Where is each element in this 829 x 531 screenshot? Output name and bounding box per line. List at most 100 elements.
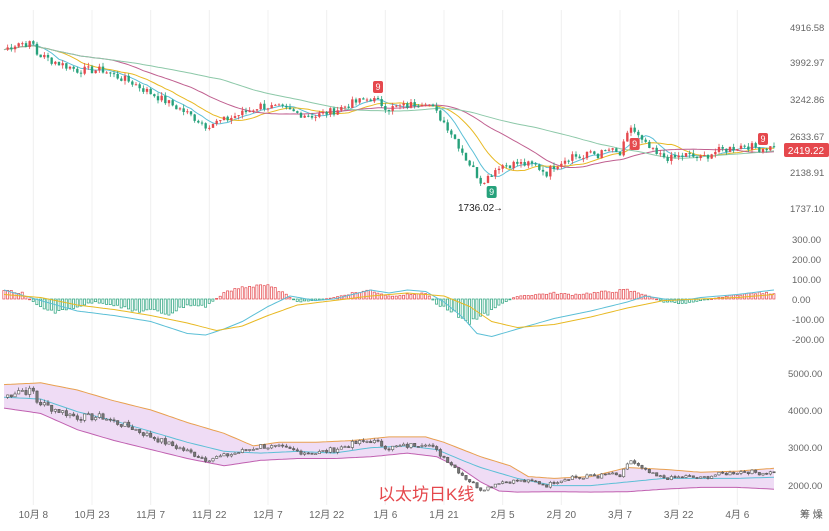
candle-body [519,162,523,164]
boll-candle-body [501,481,505,484]
bollinger-panel: 5000.00 4000.00 3000.00 2000.00 以太坊日K线 [3,369,822,504]
macd-bar [134,298,138,311]
candle-body [666,157,669,161]
boll-candle-body [336,448,340,453]
macd-bar [728,294,732,300]
macd-bar [424,293,427,300]
candle-body [376,97,380,100]
macd-bar [636,292,640,300]
boll-candle-body [391,445,395,450]
macd-bar [350,292,354,300]
boll-candle-body [684,475,688,478]
macd-bar [486,298,490,316]
macd-bar [361,290,365,300]
x-tick-label: 1月 6 [373,509,397,521]
macd-bar [581,293,585,300]
boll-candle-body [240,449,244,453]
candle-body [347,106,350,108]
macd-bar [567,293,570,300]
macd-bar [281,291,284,300]
low-annotation: 1736.02 → [458,203,503,214]
candle-body [721,147,724,149]
macd-bar [574,293,578,300]
macd-bar [211,298,215,302]
candle-body [318,113,321,117]
boll-candle-body [138,429,142,433]
macd-bar [39,298,42,307]
candle-body [325,111,328,115]
macd-bar [138,298,141,313]
boll-candle-body [119,424,123,427]
candle-body [600,150,603,159]
boll-candle-body [431,444,435,447]
candle-body [362,98,365,100]
price-tick-label: 3242.86 [790,95,824,106]
macd-bar [618,289,622,300]
macd-y-axis: 300.00 200.00 100.00 0.00 -100.00 -200.00 [792,235,824,346]
boll-candle-body [233,452,237,455]
boll-candle-body [6,394,10,398]
boll-candle-body [471,481,475,484]
candle-body [164,95,167,104]
candle-body [420,105,424,107]
macd-bar [277,291,281,300]
macd-bar [145,298,149,311]
boll-candle-body [321,450,325,452]
candle-body [79,72,83,74]
boll-candle-body [622,468,626,478]
candle-body [739,145,743,150]
bollinger-fill [4,382,774,493]
macd-bar [229,290,233,300]
candle-body [226,116,229,121]
macd-tick-label: -200.00 [792,335,824,346]
candle-body [750,143,754,150]
candle-body [101,66,105,73]
signal-badge-label: 9 [632,139,637,149]
boll-candle-body [182,447,186,451]
macd-bar [732,294,735,300]
candle-body [252,110,255,112]
candle-body [607,149,611,151]
candle-body [446,122,449,131]
boll-candle-body [299,450,303,455]
macd-bar [405,293,409,300]
macd-bar [493,298,497,309]
boll-candle-body [123,421,127,427]
candle-body [142,88,145,92]
macd-bar [270,286,273,300]
boll-candle-body [57,409,61,413]
candle-body [281,104,284,106]
candle-body [329,108,332,115]
macd-bar [537,293,541,300]
macd-bar [629,291,633,300]
boll-candle-body [171,441,175,447]
macd-bar [75,298,79,308]
candle-body [468,160,471,166]
candle-body [732,146,735,151]
macd-bar [193,298,196,306]
macd-bar [28,298,31,301]
boll-candle-body [127,421,131,428]
macd-bar [273,287,277,300]
macd-bar [101,298,105,304]
candle-body [728,146,732,152]
macd-bar [402,294,405,300]
boll-candle-body [306,452,310,455]
candle-body [17,43,20,47]
candle-body [354,99,358,103]
candle-body [684,153,688,157]
candle-body [230,117,233,121]
boll-tick-label: 3000.00 [788,443,822,454]
boll-candle-body [325,450,329,453]
boll-candle-body [585,474,589,479]
boll-candle-body [508,481,512,484]
macd-bar [237,288,240,300]
candle-body [431,104,435,107]
signal-badges: 9 9 9 9 [373,81,768,198]
boll-candle-body [673,476,677,478]
candle-body [373,97,376,102]
macd-bar [141,298,145,312]
candle-body [123,75,127,81]
x-tick-label: 3月 7 [608,509,632,521]
